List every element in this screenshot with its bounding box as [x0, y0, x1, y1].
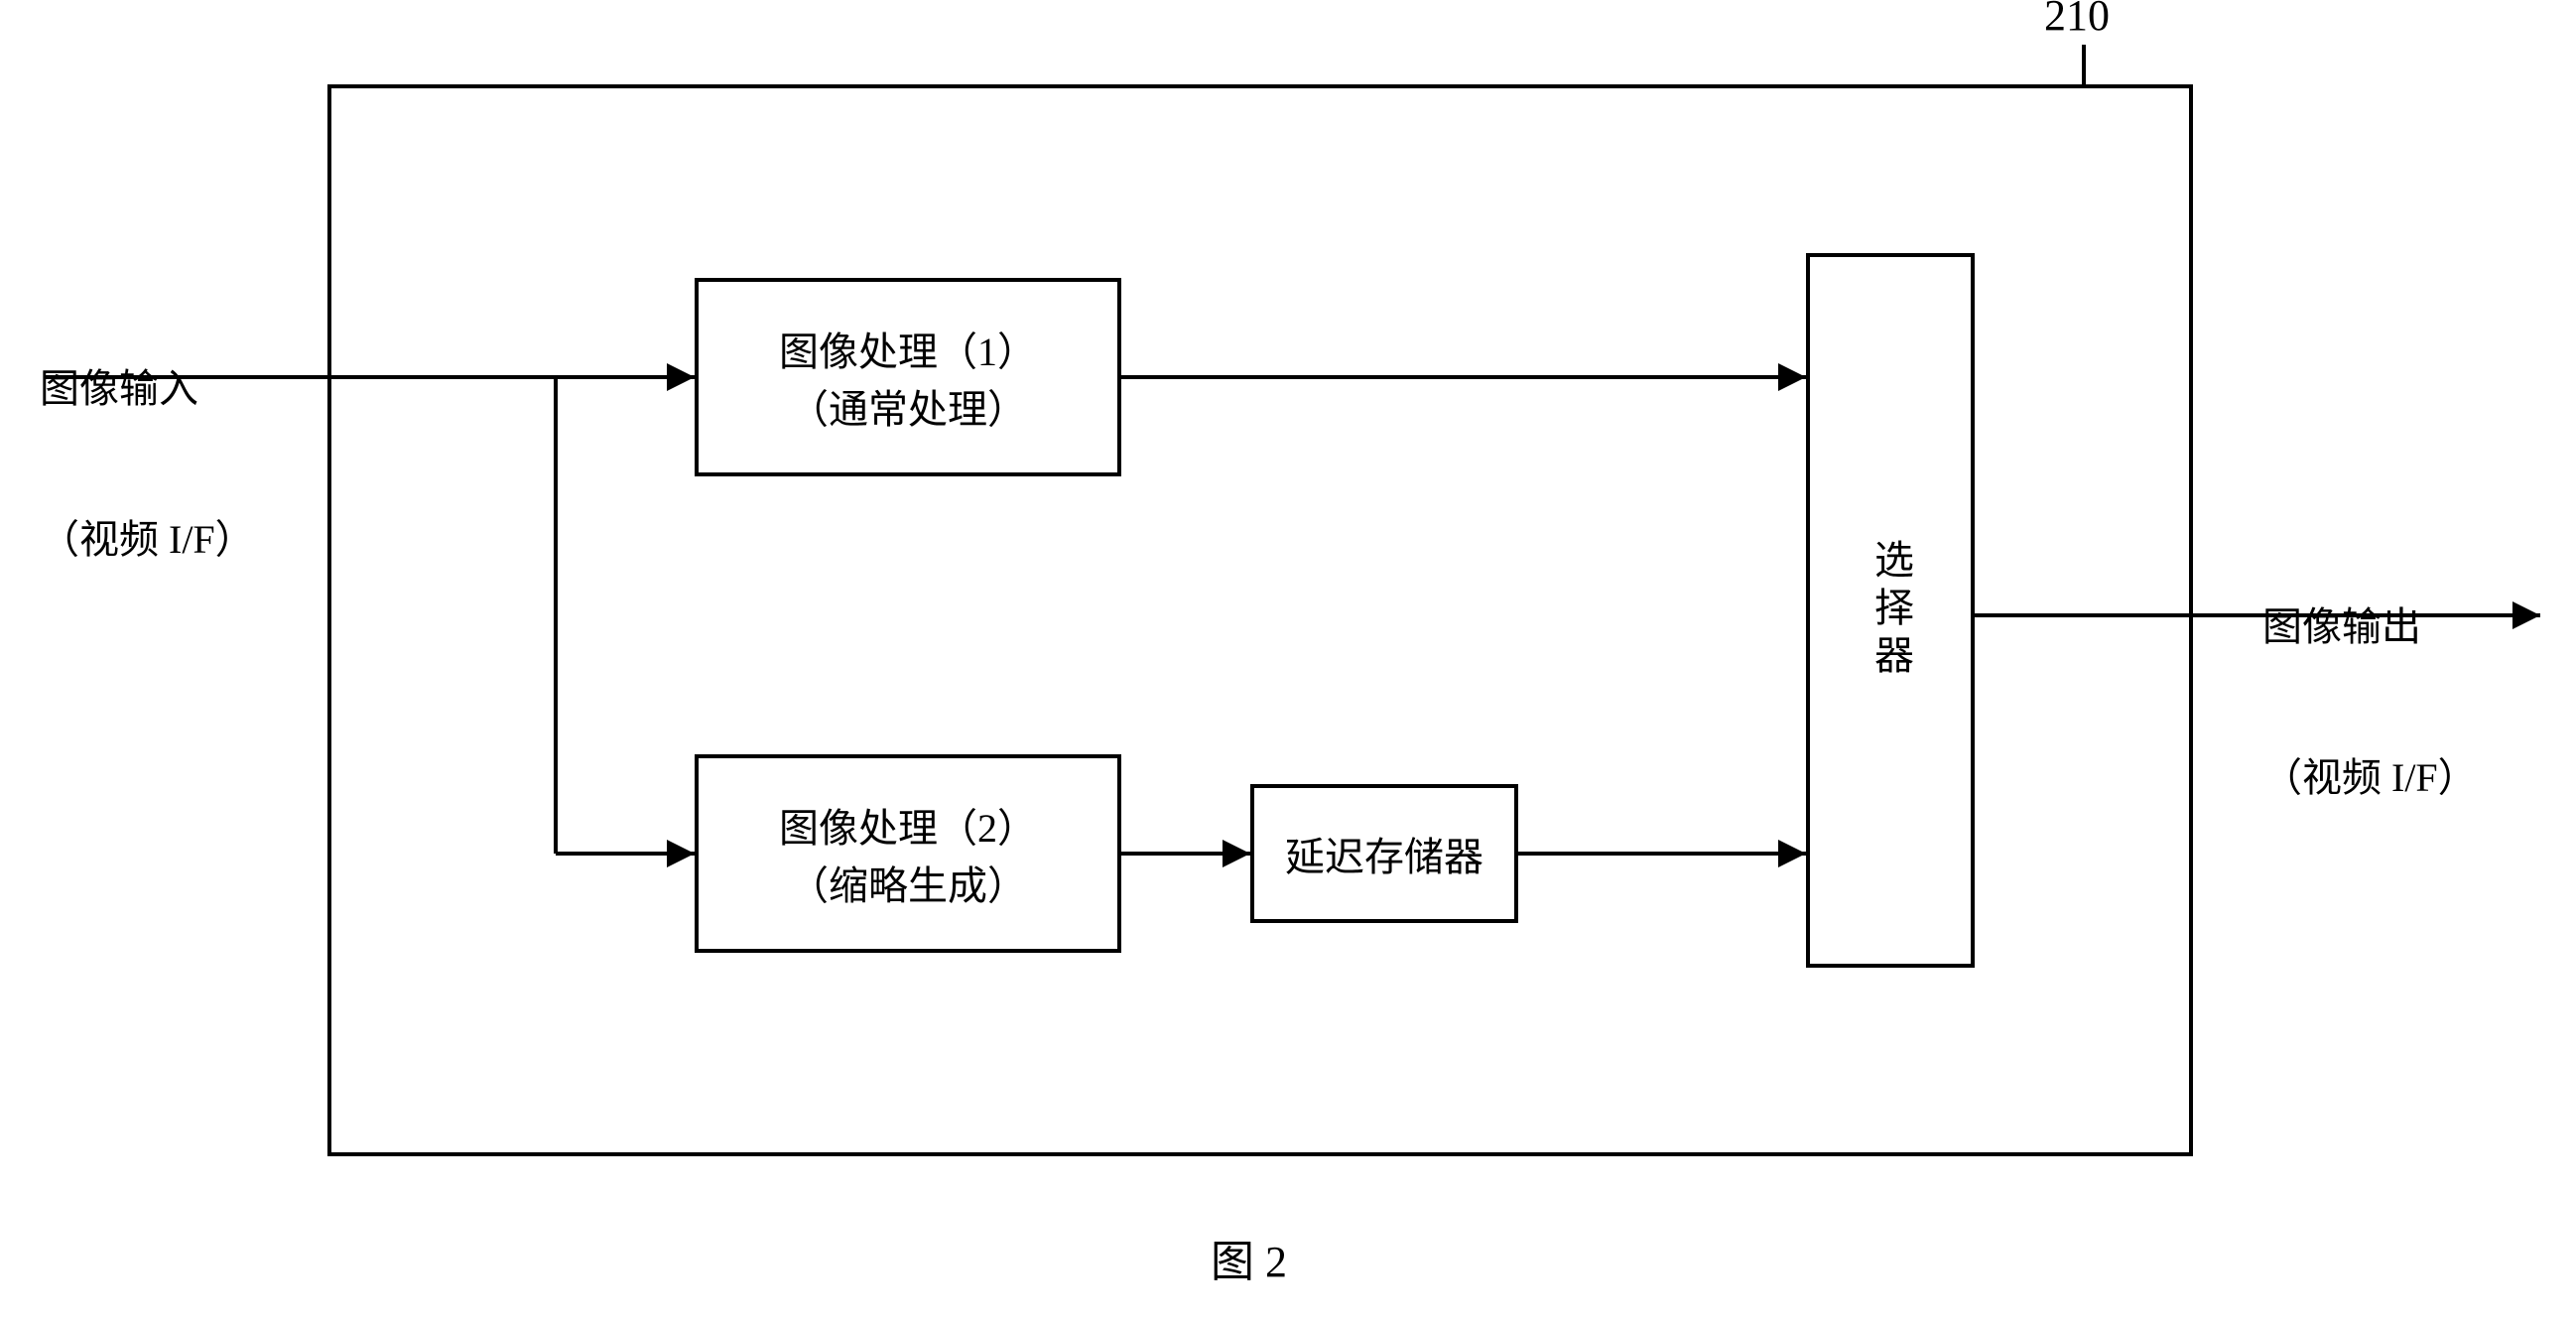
figure-caption: 图 2: [1211, 1226, 1287, 1289]
input-label-line1: 图像输入: [40, 356, 255, 414]
container-ref-number: 210: [2044, 0, 2110, 41]
input-label-line2: （视频 I/F）: [40, 507, 255, 565]
proc2-box: 图像处理（2） （缩略生成）: [695, 754, 1121, 953]
output-label-line1: 图像输出: [2262, 595, 2478, 652]
delay-text: 延迟存储器: [1285, 825, 1483, 882]
output-label-line2: （视频 I/F）: [2262, 745, 2478, 803]
diagram-canvas: 210 图像处理（1） （通常处理） 图像处理（2） （缩略生成） 延迟存储器 …: [0, 0, 2576, 1325]
proc1-box: 图像处理（1） （通常处理）: [695, 278, 1121, 476]
selector-text: 选择器: [1862, 539, 1919, 682]
output-label: 图像输出 （视频 I/F）: [2262, 501, 2478, 896]
delay-box: 延迟存储器: [1250, 784, 1518, 923]
proc2-line2: （缩略生成）: [789, 854, 1027, 911]
proc2-line1: 图像处理（2）: [779, 796, 1037, 854]
selector-box: 选择器: [1806, 253, 1975, 968]
input-label: 图像输入 （视频 I/F）: [40, 263, 255, 658]
proc1-line2: （通常处理）: [789, 377, 1027, 435]
proc1-line1: 图像处理（1）: [779, 320, 1037, 377]
